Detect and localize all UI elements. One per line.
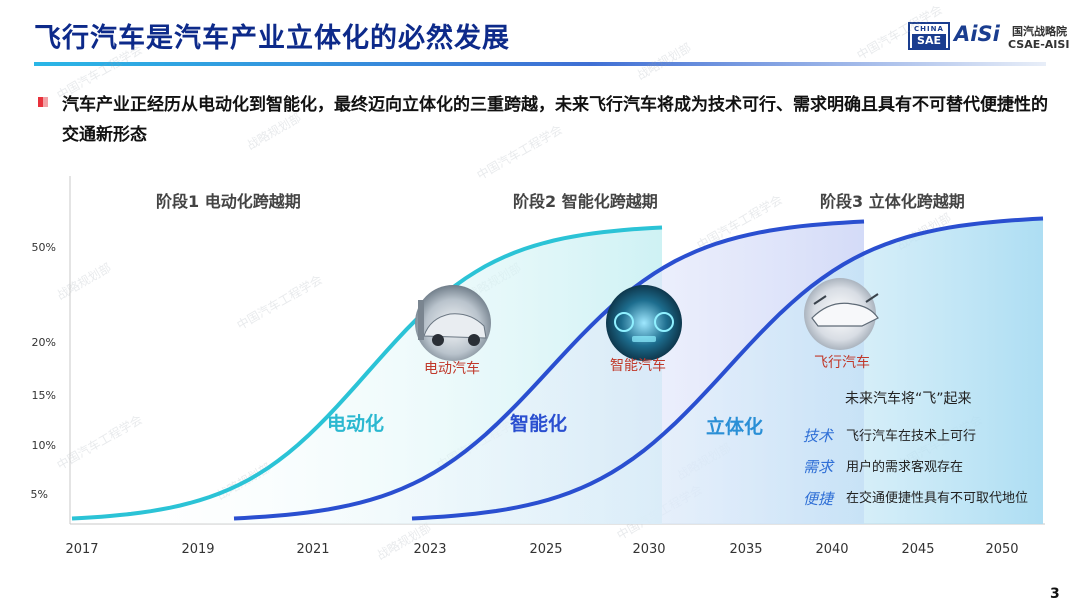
x-tick-2017: 2017 [65, 542, 98, 557]
y-tick-5: 5% [31, 488, 48, 501]
annotation-key-demand: 需求 [803, 458, 835, 476]
bullet-icon [38, 97, 48, 107]
annotation-text-tech: 飞行汽车在技术上可行 [846, 428, 976, 444]
vehicle-label-flying: 飞行汽车 [814, 354, 870, 371]
logo-org-cn: 国汽战略院 [1012, 25, 1067, 38]
annotation-key-tech: 技术 [803, 427, 835, 445]
curve-electrification [71, 225, 663, 521]
page-number: 3 [1050, 586, 1060, 602]
curve-aerial [411, 216, 1044, 521]
watermark-text: 战略规划部 [54, 260, 113, 303]
annotation-title: 未来汽车将“飞”起来 [845, 390, 972, 407]
logo-aisi-text: AiSi [954, 22, 1000, 46]
x-tick-2025: 2025 [529, 542, 562, 557]
series-label-electrification: 电动化 [327, 412, 384, 435]
x-tick-2023: 2023 [413, 542, 446, 557]
watermark-text: 中国汽车工程学会 [234, 272, 325, 333]
series-label-intelligence: 智能化 [510, 412, 567, 435]
x-tick-2050: 2050 [985, 542, 1018, 557]
y-tick-20: 20% [32, 336, 56, 349]
logo-org-en: CSAE-AISI [1008, 38, 1070, 51]
china-sae-badge: CHINA SAE [908, 22, 950, 50]
x-tick-2030: 2030 [632, 542, 665, 557]
watermark-text: 中国汽车工程学会 [54, 42, 145, 103]
annotation-text-demand: 用户的需求客观存在 [846, 459, 963, 475]
annotation-text-convenience: 在交通便捷性具有不可取代地位 [846, 490, 1028, 506]
watermark-text: 中国汽车工程学会 [54, 412, 145, 473]
watermark-text: 中国汽车工程学会 [854, 2, 945, 63]
stage-1-label: 阶段1 电动化跨越期 [156, 192, 301, 211]
title-underline [34, 62, 1046, 66]
logo-china-text: CHINA [914, 25, 944, 33]
watermark-text: 中国汽车工程学会 [474, 122, 565, 183]
ev-car-image [415, 285, 491, 361]
x-tick-2019: 2019 [181, 542, 214, 557]
y-tick-10: 10% [32, 439, 56, 452]
logo-sae-text: SAE [912, 34, 946, 48]
page-title: 飞行汽车是汽车产业立体化的必然发展 [34, 23, 510, 54]
smart-car-image [606, 285, 682, 361]
csae-aisi-logo: CHINA SAE AiSi 国汽战略院 CSAE-AISI [908, 22, 1069, 52]
flying-car-image [804, 278, 879, 350]
vehicle-label-smart: 智能汽车 [610, 357, 666, 374]
summary-text: 汽车产业正经历从电动化到智能化，最终迈向立体化的三重跨越，未来飞行汽车将成为技术… [62, 95, 1048, 145]
vehicle-label-ev: 电动汽车 [424, 360, 480, 377]
watermark-text: 战略规划部 [244, 110, 303, 153]
x-tick-2021: 2021 [296, 542, 329, 557]
y-tick-50: 50% [32, 241, 56, 254]
stage-2-label: 阶段2 智能化跨越期 [513, 192, 658, 211]
series-label-aerial: 立体化 [706, 415, 763, 438]
curve-intelligence [233, 219, 865, 521]
watermark-text: 战略规划部 [634, 40, 693, 83]
y-tick-15: 15% [32, 389, 56, 402]
x-tick-2040: 2040 [815, 542, 848, 557]
x-tick-2045: 2045 [901, 542, 934, 557]
x-tick-2035: 2035 [729, 542, 762, 557]
stage-3-label: 阶段3 立体化跨越期 [820, 192, 965, 211]
annotation-key-convenience: 便捷 [803, 490, 835, 508]
